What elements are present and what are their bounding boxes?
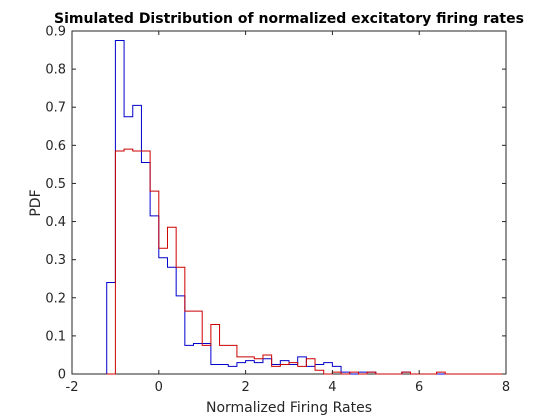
x-tick-label: 4 bbox=[328, 380, 336, 395]
y-tick-label: 0.2 bbox=[45, 291, 66, 306]
series-layer bbox=[106, 40, 506, 375]
y-tick-label: 0.5 bbox=[45, 177, 66, 192]
y-axis-label: PDF bbox=[28, 189, 44, 216]
x-tick-label: 2 bbox=[241, 380, 249, 395]
y-tick-label: 0.6 bbox=[45, 139, 66, 154]
y-tick-label: 0.7 bbox=[45, 101, 66, 116]
y-tick-label: 0 bbox=[58, 368, 66, 383]
x-tick-label: 6 bbox=[415, 380, 423, 395]
y-tick-label: 0.1 bbox=[45, 329, 66, 344]
y-axis: 0 0.1 0.2 0.3 0.4 0.5 0.6 0.7 0.8 0.9 bbox=[45, 25, 506, 383]
x-axis-label: Normalized Firing Rates bbox=[206, 400, 372, 416]
y-tick-label: 0.4 bbox=[45, 215, 66, 230]
x-axis: -2 0 2 4 6 8 bbox=[66, 31, 510, 395]
chart-title: Simulated Distribution of normalized exc… bbox=[54, 11, 524, 27]
axes-box bbox=[71, 30, 507, 375]
x-tick-label: 0 bbox=[155, 380, 163, 395]
x-tick-label: 8 bbox=[502, 380, 510, 395]
x-tick-label: -2 bbox=[66, 380, 79, 395]
y-tick-label: 0.8 bbox=[45, 63, 66, 78]
histogram-series-2 bbox=[106, 148, 506, 375]
plot-area bbox=[71, 30, 507, 375]
y-tick-label: 0.9 bbox=[45, 25, 66, 40]
y-tick-label: 0.3 bbox=[45, 253, 66, 268]
